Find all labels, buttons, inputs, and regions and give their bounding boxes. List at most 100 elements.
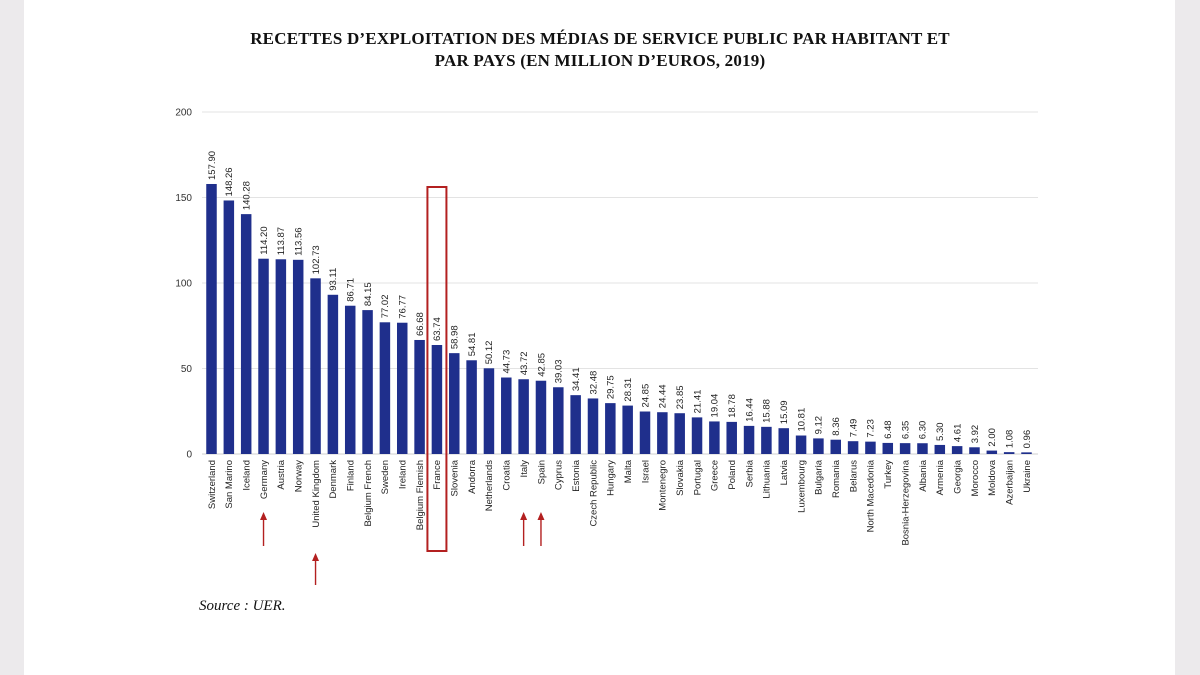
value-label: 86.71 xyxy=(346,278,357,302)
value-label: 5.30 xyxy=(935,422,946,441)
chart-title-line-1: RECETTES D’EXPLOITATION DES MÉDIAS DE SE… xyxy=(250,29,950,48)
category-label: North Macedonia xyxy=(866,459,877,532)
category-label: Montenegro xyxy=(658,460,669,511)
value-label: 16.44 xyxy=(744,398,755,422)
value-label: 0.96 xyxy=(1022,430,1033,449)
value-label: 15.88 xyxy=(762,399,773,423)
bars xyxy=(206,183,1032,454)
bar xyxy=(847,441,859,454)
category-label: Malta xyxy=(623,459,634,483)
category-label: Moldova xyxy=(987,459,998,496)
category-label: Germany xyxy=(259,460,270,499)
category-label: Serbia xyxy=(744,459,755,487)
category-label: Turkey xyxy=(883,460,894,489)
category-label: Albania xyxy=(918,459,929,491)
category-label: Iceland xyxy=(241,460,252,491)
category-label: Poland xyxy=(727,460,738,490)
value-label: 15.09 xyxy=(779,400,790,424)
bar xyxy=(258,258,269,454)
value-label: 39.03 xyxy=(554,359,565,383)
category-label: Latvia xyxy=(779,459,790,485)
category-label: Estonia xyxy=(571,459,582,491)
y-tick-label: 200 xyxy=(175,108,192,119)
value-label: 63.74 xyxy=(432,317,443,341)
value-label: 28.31 xyxy=(623,378,634,402)
category-label: Portugal xyxy=(692,460,703,495)
value-label: 7.23 xyxy=(866,419,877,438)
y-tick-label: 100 xyxy=(175,279,192,290)
category-label: Slovakia xyxy=(675,459,686,496)
value-label: 10.81 xyxy=(796,408,807,432)
value-label: 23.85 xyxy=(675,385,686,409)
value-label: 3.92 xyxy=(970,425,981,444)
value-label: 114.20 xyxy=(259,226,270,254)
value-label: 93.11 xyxy=(328,268,339,291)
bar xyxy=(414,339,425,454)
value-label: 9.12 xyxy=(814,416,825,435)
bar xyxy=(934,444,946,454)
value-label: 24.44 xyxy=(658,384,669,408)
bar xyxy=(865,441,876,454)
bar xyxy=(379,322,391,454)
bar xyxy=(951,446,963,454)
bar xyxy=(917,443,928,454)
category-label: Ireland xyxy=(398,460,409,489)
category-label: Bosnia-Herzegovina xyxy=(900,459,911,545)
category-label: Austria xyxy=(276,459,287,489)
category-label: Belgium Flemish xyxy=(415,460,426,530)
bar xyxy=(466,360,477,454)
value-label: 77.02 xyxy=(380,295,391,319)
category-label: Hungary xyxy=(606,460,617,496)
bar xyxy=(639,411,651,454)
bar xyxy=(483,368,495,454)
bar xyxy=(882,442,894,454)
value-label: 21.41 xyxy=(692,390,703,414)
category-label: Romania xyxy=(831,459,842,498)
bar xyxy=(969,447,980,454)
value-label: 66.68 xyxy=(415,312,426,336)
category-label: Finland xyxy=(346,460,357,491)
source-note: Source : UER. xyxy=(199,598,286,614)
bar xyxy=(587,398,599,454)
value-label: 58.98 xyxy=(450,325,461,349)
bar xyxy=(344,305,356,454)
bar xyxy=(275,259,287,454)
bar xyxy=(899,443,911,454)
bar xyxy=(622,405,633,454)
category-label: Sweden xyxy=(380,460,391,494)
gridlines xyxy=(202,111,1038,455)
bar xyxy=(657,412,668,454)
annotations xyxy=(260,186,545,585)
bar xyxy=(795,435,807,454)
value-label: 7.49 xyxy=(848,419,859,438)
value-label: 18.78 xyxy=(727,394,738,418)
bar xyxy=(743,425,755,454)
value-label: 42.85 xyxy=(536,353,547,377)
y-tick-label: 0 xyxy=(186,450,192,461)
value-label: 113.56 xyxy=(294,227,305,255)
category-label: Morocco xyxy=(970,460,981,496)
bar xyxy=(813,438,824,454)
value-label: 148.26 xyxy=(224,167,235,196)
bar xyxy=(691,417,703,454)
category-label: Luxembourg xyxy=(796,460,807,513)
arrow-head xyxy=(260,512,268,520)
bar xyxy=(240,214,252,454)
bar xyxy=(761,426,772,454)
highlight-box xyxy=(426,186,448,552)
value-label: 4.61 xyxy=(952,424,963,443)
category-label: Netherlands xyxy=(484,460,495,511)
chart-title-line-2: PAR PAYS (EN MILLION D’EUROS, 2019) xyxy=(434,51,766,70)
y-axis-ticks: 0 50 100 150 200 xyxy=(175,108,192,461)
category-label: Denmark xyxy=(328,460,339,499)
value-label: 140.28 xyxy=(241,181,252,210)
category-label: Switzerland xyxy=(207,460,218,509)
bar xyxy=(223,200,235,454)
value-label: 50.12 xyxy=(484,341,495,365)
bar xyxy=(674,413,685,454)
bar xyxy=(431,345,443,454)
value-label: 29.75 xyxy=(606,375,617,399)
arrow-head xyxy=(537,512,545,520)
bar xyxy=(726,421,737,454)
